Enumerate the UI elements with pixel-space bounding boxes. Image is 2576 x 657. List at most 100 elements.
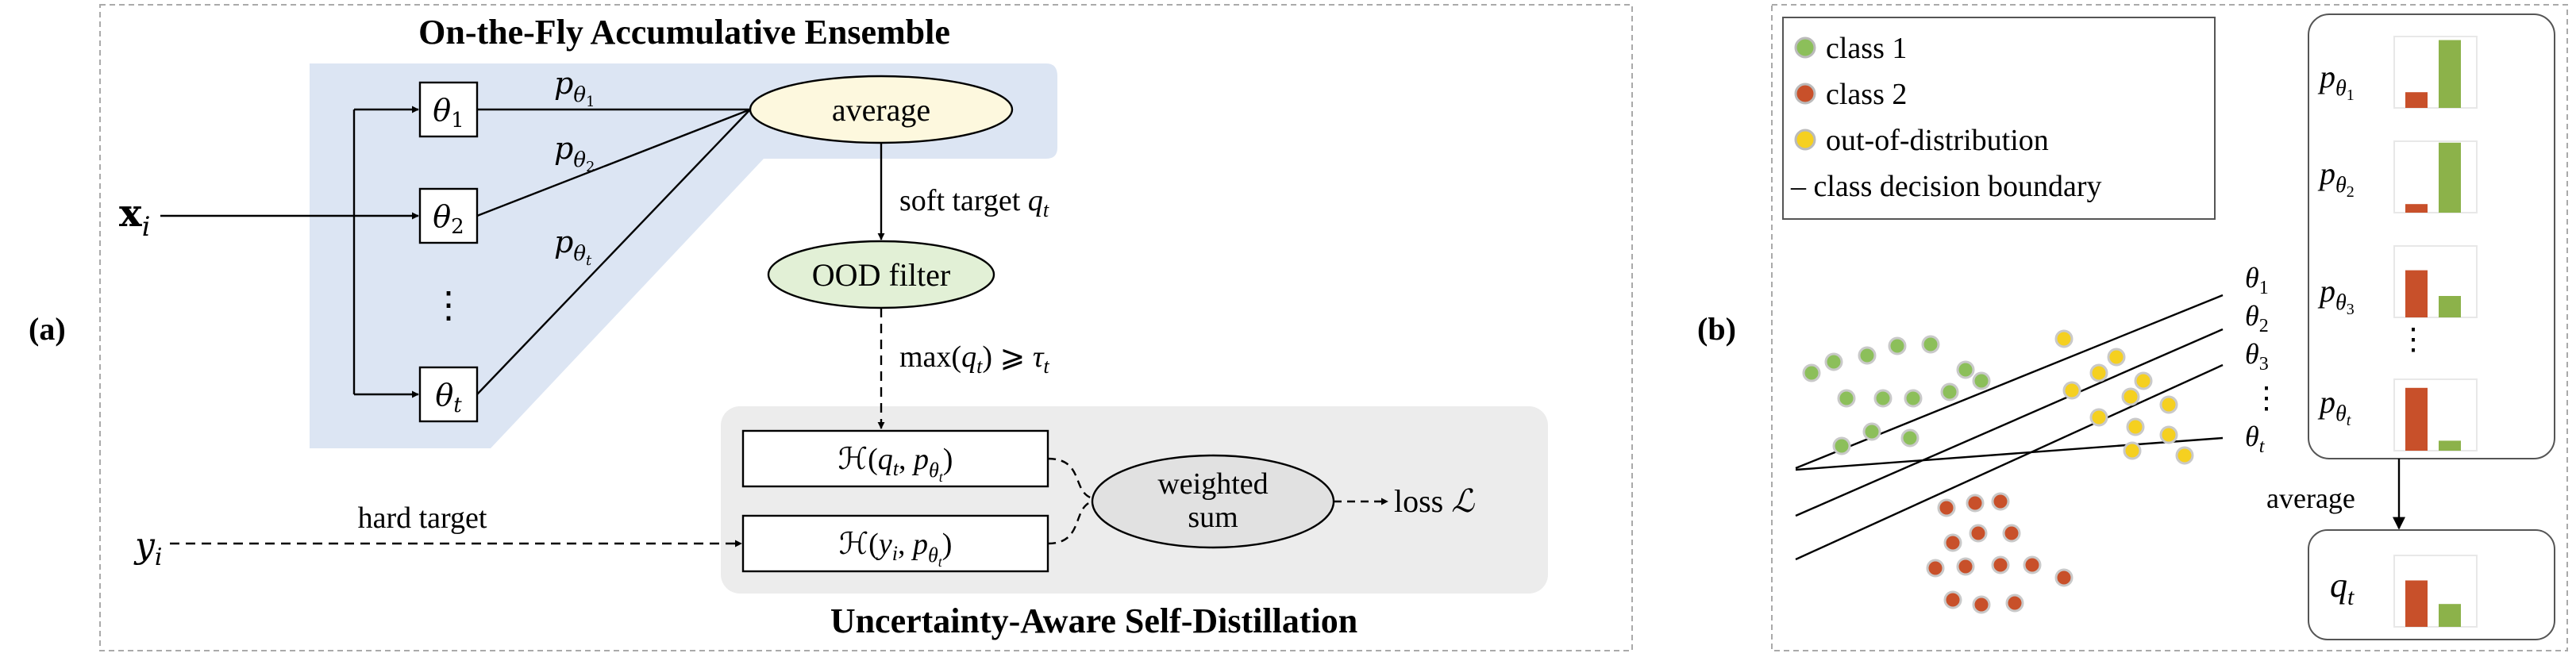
legend-ood-text: out-of-distribution (1826, 124, 2049, 157)
class1-point (1904, 389, 1923, 408)
ood-point (2159, 395, 2178, 414)
legend-boundary-marker: – class decision boundary (1790, 170, 2102, 203)
models-ellipsis: ⋮ (430, 283, 467, 326)
input-x: xi (119, 191, 151, 243)
legend-class2-marker (1794, 83, 1816, 105)
class2-point (1972, 595, 1991, 614)
boundary-label-2: θ2 (2245, 300, 2269, 336)
pred-label-1: pθ1 (2317, 59, 2355, 104)
soft-ce-label: ℋ(qt, pθt) (838, 443, 953, 485)
ood-point (2123, 441, 2142, 460)
class1-point (1837, 389, 1856, 408)
boundary-line-t (1795, 436, 2224, 471)
model-label-2: θ2 (433, 199, 464, 239)
prediction-bars (2393, 36, 2478, 451)
class2-point (2002, 524, 2021, 543)
class1-point (1824, 352, 1843, 371)
soft-target-label: soft target qt (899, 184, 1049, 221)
boundary-label-3: θ3 (2245, 338, 2269, 375)
ood-point (2054, 329, 2074, 348)
panel-a-frame (99, 4, 1633, 651)
class1-point (1802, 363, 1821, 382)
average-node-label: average (832, 92, 930, 128)
hard-ce-to-sum-curve (1047, 500, 1093, 545)
legend-class2-text: class 2 (1826, 78, 1907, 111)
soft-ce-to-sum-curve (1047, 457, 1093, 500)
ood-point (2107, 348, 2126, 367)
bar-class2-target (2439, 604, 2461, 627)
class2-point (1937, 498, 1956, 517)
class2-point (1969, 524, 1988, 543)
ood-point (2089, 408, 2108, 427)
class2-point (1926, 559, 1945, 578)
ensemble-region (310, 63, 1057, 448)
legend-ood-marker (1794, 129, 1816, 151)
class2-point (1956, 557, 1975, 576)
predictions-panel (2308, 13, 2555, 459)
panel-b: (b) class 1 class 2 out-of-distribution … (1697, 4, 2568, 651)
bar-class1-2 (2405, 204, 2428, 213)
boundary-label-1: θ1 (2245, 262, 2269, 298)
class2-point (2054, 568, 2074, 587)
class1-point (1900, 428, 1919, 448)
modelt-output-line (476, 109, 751, 395)
panel-b-label: (b) (1697, 311, 1736, 347)
hard-target-label: hard target (358, 501, 487, 535)
bar-frame-1 (2393, 36, 2478, 109)
model-box-1 (418, 81, 479, 138)
weighted-sum-label-2: sum (1188, 501, 1238, 534)
label-y: yi (133, 525, 162, 571)
model-label-t: θt (435, 378, 462, 417)
class1-point (1956, 360, 1975, 379)
panel-a: (a) On-the-Fly Accumulative Ensemble Unc… (29, 4, 1633, 651)
bar-class1-4 (2405, 387, 2428, 451)
ood-point (2175, 446, 2194, 465)
loss-label: loss ℒ (1394, 483, 1475, 519)
bar-frame-2 (2393, 140, 2478, 213)
weighted-sum-label-1: weighted (1157, 467, 1268, 501)
ood-filter-label: OOD filter (812, 257, 950, 293)
class2-point (1966, 494, 1985, 513)
ood-point (2121, 387, 2140, 406)
target-label: qt (2330, 566, 2355, 610)
class2-point (2023, 555, 2042, 574)
model-box-2 (418, 187, 479, 244)
boundary-label-t: θt (2245, 421, 2266, 457)
scatter-plot (1795, 294, 2224, 614)
class1-point (1972, 371, 1991, 390)
prob-label-t: pθt (554, 225, 592, 269)
ood-point (2134, 371, 2153, 390)
legend-class1-marker (1794, 36, 1816, 59)
threshold-label: max(qt) ⩾ τt (899, 340, 1049, 378)
class2-point (1943, 533, 1962, 552)
panel-a-label: (a) (29, 311, 66, 347)
bar-class2-3 (2439, 296, 2461, 317)
bar-class2-2 (2439, 142, 2461, 213)
ensemble-title: On-the-Fly Accumulative Ensemble (418, 13, 950, 52)
model2-output-line (476, 108, 751, 217)
predictions-average-label: average (2266, 482, 2355, 514)
class2-point (2005, 594, 2024, 613)
pred-label-2: pθ2 (2317, 156, 2355, 201)
legend-class1-text: class 1 (1826, 32, 1907, 65)
pred-label-t: pθt (2317, 384, 2351, 429)
boundary-line-1 (1795, 294, 2224, 470)
class1-point (1888, 336, 1907, 355)
bar-class1-1 (2405, 92, 2428, 108)
class2-point (1991, 555, 2010, 574)
prob-label-1: pθ1 (554, 66, 595, 110)
distillation-title: Uncertainty-Aware Self-Distillation (830, 601, 1357, 640)
class2-point (1991, 492, 2010, 511)
boundary-ellipsis: ⋮ (2251, 382, 2281, 415)
bar-class1-target (2405, 580, 2428, 627)
class1-point (1873, 389, 1893, 408)
bar-class1-3 (2405, 270, 2428, 317)
boundary-line-2 (1795, 328, 2224, 517)
class1-point (1832, 436, 1851, 455)
bar-class2-4 (2439, 440, 2461, 451)
legend-box (1782, 17, 2216, 220)
boundary-line-3 (1795, 363, 2224, 561)
target-bars (2393, 555, 2478, 628)
pred-label-3: pθ3 (2317, 273, 2355, 318)
